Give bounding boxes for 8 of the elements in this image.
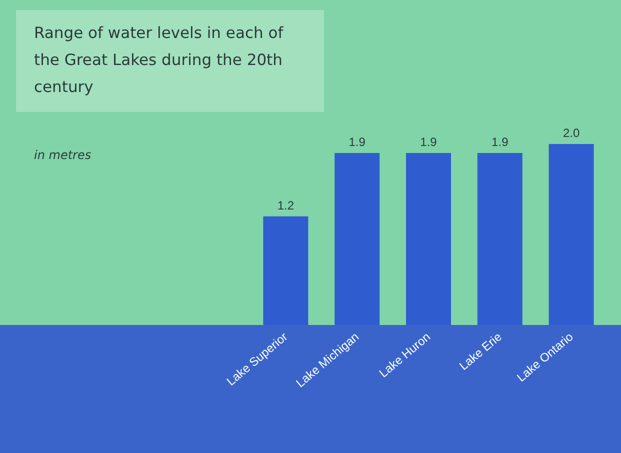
text: in metres — [34, 148, 92, 162]
data-label: 1.9 — [420, 135, 438, 150]
data-label: 2.0 — [562, 126, 580, 140]
data-label: 1.2 — [277, 198, 294, 212]
x-tick-label: Lake Erie — [456, 329, 505, 373]
data-label: 1.9 — [492, 135, 509, 150]
data-label: 1.9 — [348, 135, 366, 150]
chart-title: Range of water levels in each of the Great Lakes during the 20th century — [34, 23, 284, 98]
